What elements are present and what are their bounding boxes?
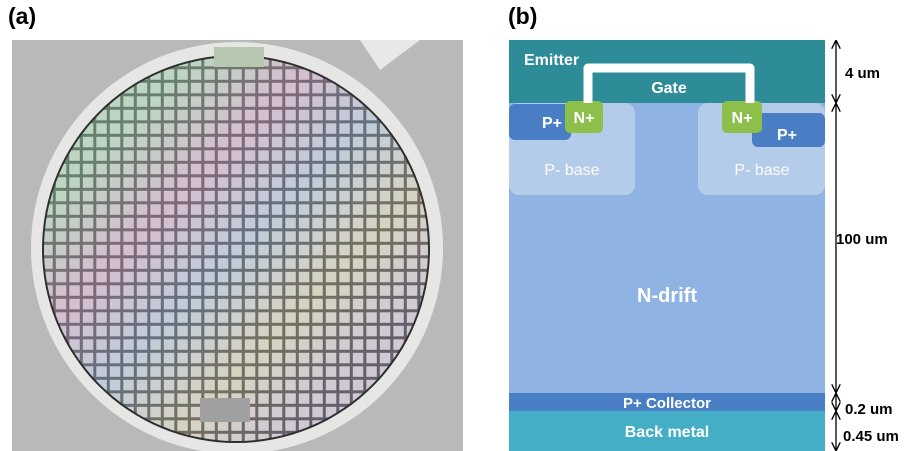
figure: (a) (b) Emitter Gate P+ N+ P- base N+ P+… (0, 0, 912, 451)
panel-label: (a) (8, 3, 36, 29)
igbt-cross-section: Emitter Gate P+ N+ P- base N+ P+ P- base… (509, 40, 825, 451)
layer-label: P- base (734, 162, 789, 179)
layer-label: P+ (777, 127, 797, 144)
layer-label: P+ Collector (623, 395, 711, 412)
layer-label: N-drift (637, 285, 697, 307)
dimension-label: 4 um (845, 65, 880, 82)
dimensions: 4 um 100 um 0.2 um 0.45 um (836, 41, 899, 450)
layer-label: N+ (732, 110, 753, 127)
dimension-label: 0.45 um (843, 428, 899, 445)
layer-label: P- base (544, 162, 599, 179)
layer-label: P+ (542, 115, 562, 132)
panel-label: (b) (508, 3, 537, 29)
wafer-photo (12, 40, 463, 451)
layer-label: Back metal (625, 424, 710, 441)
dimension-label: 0.2 um (845, 401, 893, 418)
layer-label: Gate (651, 80, 687, 97)
layer-label: Emitter (524, 52, 579, 69)
layer-label: N+ (574, 110, 595, 127)
dimension-label: 100 um (836, 231, 888, 248)
